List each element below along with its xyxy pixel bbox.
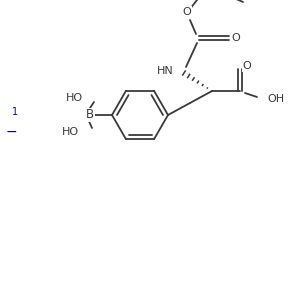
Text: O: O xyxy=(232,33,240,43)
Text: −: − xyxy=(5,125,17,139)
Text: B: B xyxy=(86,109,94,122)
Text: O: O xyxy=(243,61,251,71)
Text: HO: HO xyxy=(62,127,79,137)
Text: O: O xyxy=(183,7,191,17)
Text: OH: OH xyxy=(267,94,284,104)
Text: HO: HO xyxy=(66,93,83,103)
Text: HN: HN xyxy=(157,66,174,76)
Text: 1: 1 xyxy=(12,107,18,117)
